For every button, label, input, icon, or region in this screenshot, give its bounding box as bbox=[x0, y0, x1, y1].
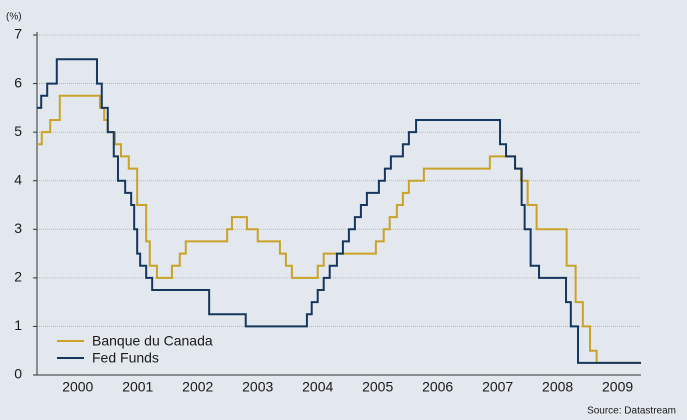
series-line bbox=[37, 94, 641, 364]
x-tick-label: 2000 bbox=[62, 379, 93, 395]
x-tick-label: 2004 bbox=[302, 379, 333, 395]
y-tick-label: 7 bbox=[14, 26, 22, 42]
x-tick-label: 2001 bbox=[122, 379, 153, 395]
y-unit-label: (%) bbox=[6, 12, 22, 23]
legend-label: Fed Funds bbox=[92, 350, 159, 366]
x-tick-label: 2006 bbox=[422, 379, 453, 395]
series-line bbox=[37, 58, 641, 364]
x-tick-label: 2003 bbox=[242, 379, 273, 395]
y-tick-label: 0 bbox=[14, 366, 22, 382]
x-tick-label: 2002 bbox=[182, 379, 213, 395]
x-tick-label: 2005 bbox=[362, 379, 393, 395]
legend-label: Banque du Canada bbox=[92, 333, 213, 349]
y-tick-label: 5 bbox=[14, 123, 22, 139]
y-tick-label: 4 bbox=[14, 171, 22, 187]
y-tick-label: 3 bbox=[14, 220, 22, 236]
y-tick-label: 1 bbox=[14, 317, 22, 333]
x-tick-label: 2007 bbox=[482, 379, 513, 395]
source-note: Source: Datastream bbox=[587, 406, 676, 417]
y-tick-label: 6 bbox=[14, 74, 22, 90]
x-tick-label: 2009 bbox=[602, 379, 633, 395]
y-tick-label: 2 bbox=[14, 269, 22, 285]
x-tick-label: 2008 bbox=[542, 379, 573, 395]
